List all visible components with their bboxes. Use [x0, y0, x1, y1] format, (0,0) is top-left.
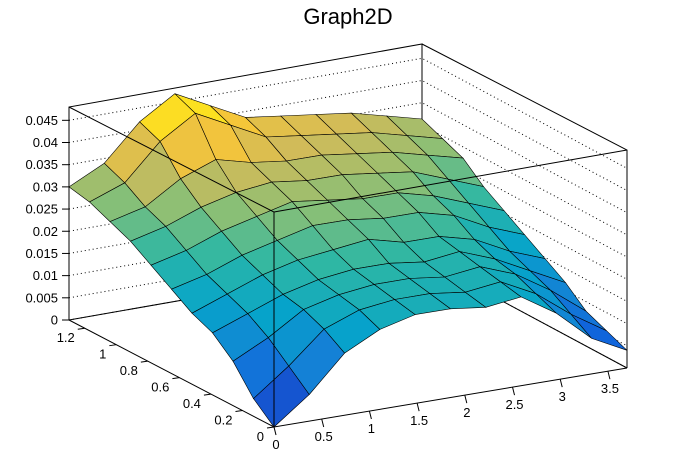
x-tick-mark — [368, 410, 372, 420]
y-tick-label: 1 — [99, 347, 106, 362]
x-tick-mark — [416, 402, 420, 412]
x-tick-label: 3 — [559, 389, 566, 404]
y-tick-label: 0.4 — [183, 396, 201, 411]
z-tick-label: 0.01 — [33, 268, 58, 283]
z-tick-label: 0.04 — [33, 135, 58, 150]
x-tick-mark — [559, 379, 563, 388]
y-tick-label: 0.6 — [151, 380, 169, 395]
x-tick-label: 2 — [463, 405, 470, 420]
x-tick-label: 0 — [272, 437, 279, 452]
surface-cell — [570, 314, 628, 351]
y-tick-label: 0.2 — [214, 413, 232, 428]
y-tick-label: 1.2 — [57, 330, 75, 345]
y-tick-mark — [266, 426, 275, 429]
y-tick-mark — [140, 360, 148, 363]
z-tick-label: 0 — [51, 313, 58, 328]
y-tick-label: 0 — [257, 429, 264, 444]
x-tick-mark — [321, 418, 325, 428]
y-tick-mark — [203, 393, 211, 396]
y-tick-mark — [235, 410, 243, 413]
z-axis-ticks: 0 0.005 0.01 0.015 0.02 0.025 0.03 0.035 0.04 0.0… — [25, 113, 69, 328]
z-tick-label: 0.03 — [33, 179, 58, 194]
y-axis-ticks: 0 0.2 0.4 0.6 0.8 1 1.2 — [57, 327, 275, 444]
z-tick-label: 0.045 — [25, 113, 58, 128]
x-tick-label: 0.5 — [315, 429, 333, 444]
y-tick-mark — [172, 377, 180, 380]
z-tick-label: 0.02 — [33, 224, 58, 239]
z-tick-label: 0.015 — [25, 246, 58, 261]
x-tick-label: 1.5 — [410, 413, 428, 428]
z-tick-label: 0.035 — [25, 157, 58, 172]
y-tick-mark — [77, 327, 85, 330]
y-tick-label: 0.8 — [120, 363, 138, 378]
x-tick-mark — [464, 394, 468, 404]
x-tick-label: 3.5 — [601, 381, 619, 396]
z-tick-label: 0.005 — [25, 290, 58, 305]
y-tick-mark — [109, 344, 117, 347]
chart-title: Graph2D — [303, 4, 392, 29]
z-tick-label: 0.025 — [25, 202, 58, 217]
x-tick-mark — [607, 371, 611, 380]
x-tick-mark — [273, 426, 277, 436]
x-tick-label: 2.5 — [505, 397, 523, 412]
x-axis-ticks: 0 0.5 1 1.5 2 2.5 3 3.5 — [272, 371, 619, 452]
x-tick-mark — [512, 387, 515, 396]
x-tick-label: 1 — [368, 421, 375, 436]
surface-mesh — [68, 93, 628, 428]
